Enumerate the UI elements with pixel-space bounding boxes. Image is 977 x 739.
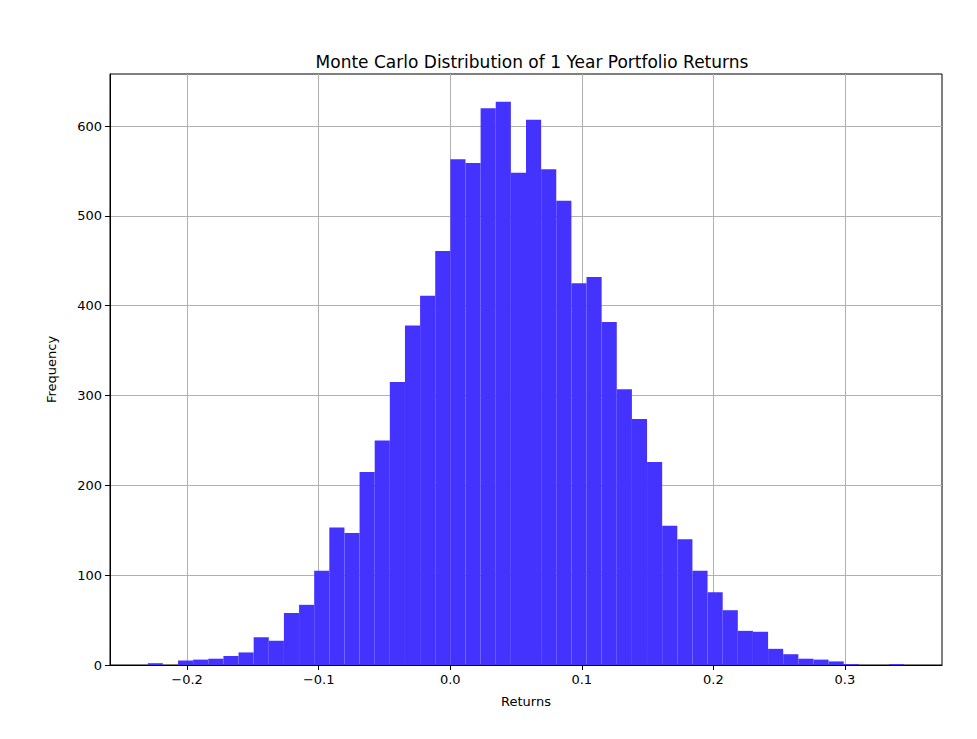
svg-text:Frequency: Frequency	[44, 336, 59, 403]
svg-text:0.3: 0.3	[835, 672, 856, 687]
svg-text:Returns: Returns	[501, 694, 551, 709]
svg-text:200: 200	[77, 478, 102, 493]
svg-text:400: 400	[77, 298, 102, 313]
svg-text:100: 100	[77, 568, 102, 583]
svg-text:0.0: 0.0	[440, 672, 461, 687]
svg-text:600: 600	[77, 119, 102, 134]
svg-text:0.2: 0.2	[703, 672, 724, 687]
svg-text:500: 500	[77, 208, 102, 223]
svg-text:−0.1: −0.1	[303, 672, 335, 687]
svg-text:Monte Carlo Distribution of 1: Monte Carlo Distribution of 1 Year Portf…	[316, 52, 749, 72]
svg-text:300: 300	[77, 388, 102, 403]
svg-text:−0.2: −0.2	[171, 672, 203, 687]
svg-text:0.1: 0.1	[571, 672, 592, 687]
svg-text:0: 0	[94, 658, 102, 673]
